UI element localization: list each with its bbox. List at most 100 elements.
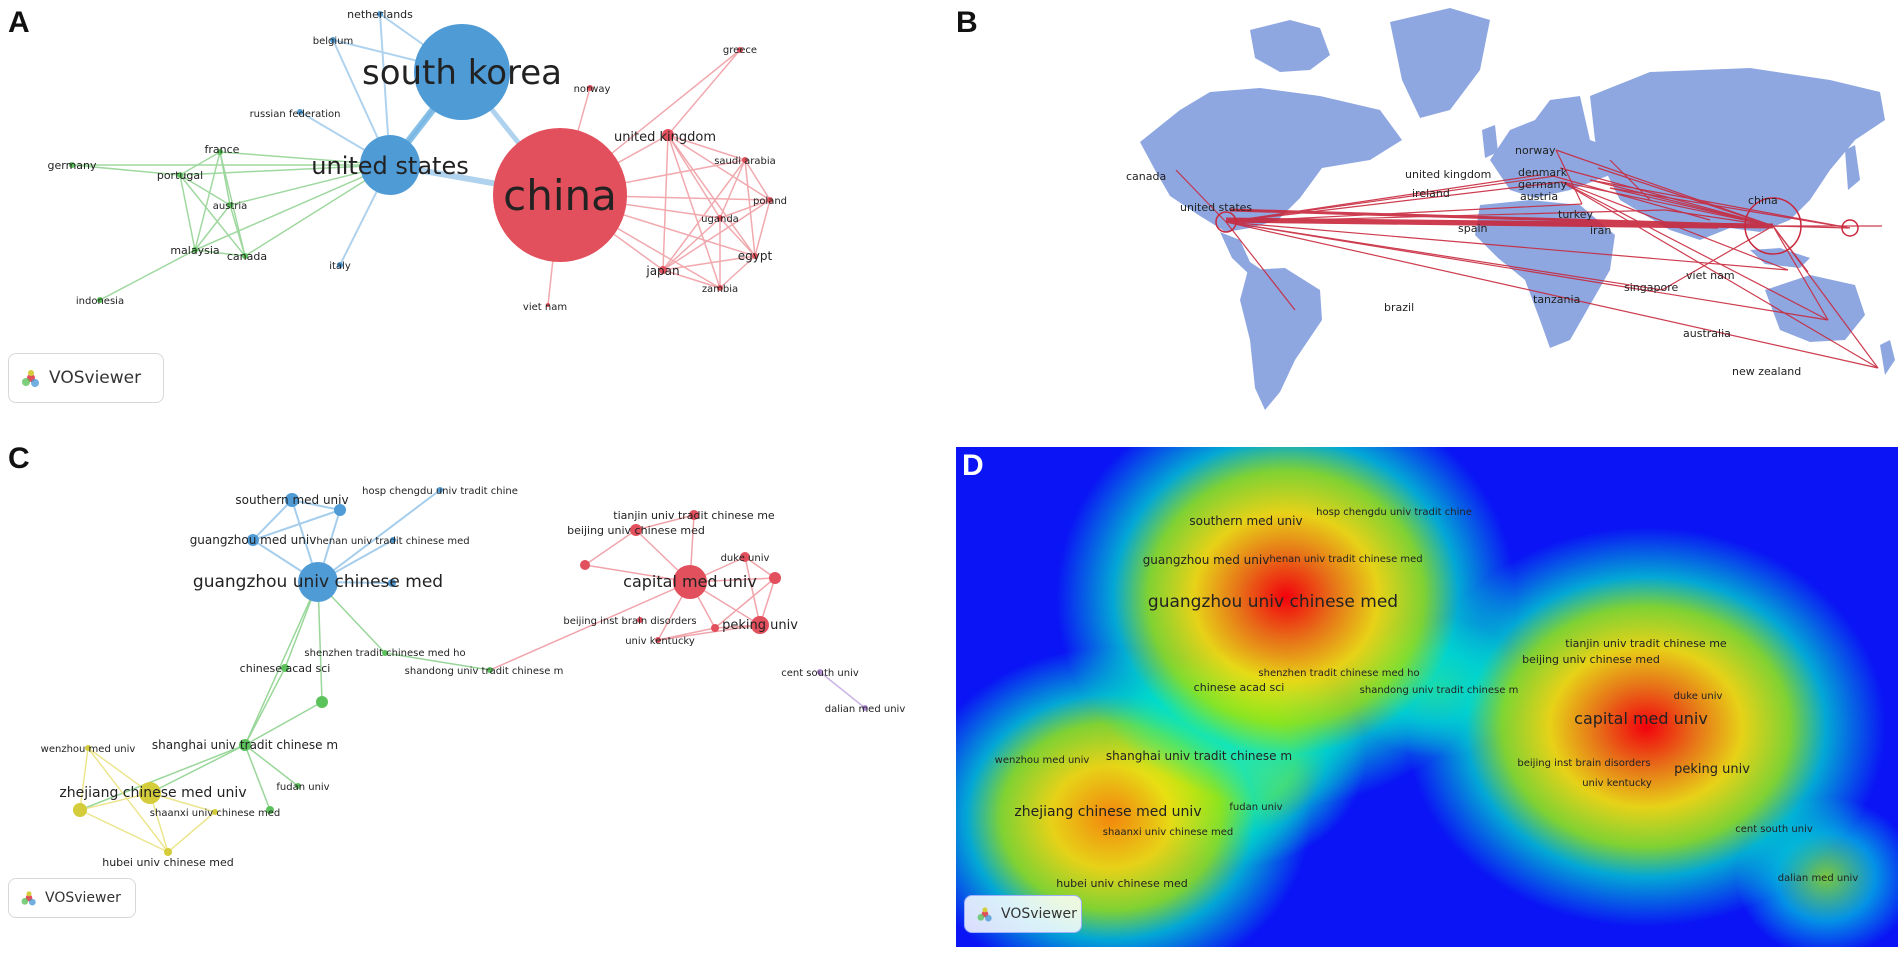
label-guangzhou-med-univ: guangzhou med univ	[190, 533, 317, 547]
vosviewer-logo-icon	[22, 370, 39, 387]
vosviewer-logo-icon	[21, 891, 36, 906]
label-greece: greece	[723, 45, 757, 56]
node-poland	[767, 197, 773, 203]
label-ireland: ireland	[1412, 187, 1450, 200]
label-zhejiang-chinese-med-univ: zhejiang chinese med univ	[59, 785, 246, 801]
node-united-kingdom	[662, 129, 674, 141]
panel-d-labels: southern med univ hosp chengdu univ trad…	[995, 507, 1859, 890]
label-shandong-univ: shandong univ tradit chinese m	[405, 666, 564, 677]
node-henan-univ	[390, 537, 396, 543]
label-peking-univ: peking univ	[1674, 762, 1750, 777]
label-denmark: denmark	[1518, 166, 1568, 179]
australia-shape	[1765, 275, 1865, 342]
label-beijing-univ-chinese-med: beijing univ chinese med	[1522, 653, 1660, 666]
node-uganda	[717, 215, 723, 221]
node-zhejiang-chinese-med-univ	[139, 782, 161, 804]
label-poland: poland	[753, 196, 787, 207]
label-malaysia: malaysia	[170, 244, 219, 257]
node-tianjin-univ	[689, 510, 699, 520]
node-saudi-arabia	[742, 157, 748, 163]
label-china: china	[1748, 194, 1778, 207]
label-australia: australia	[1683, 327, 1731, 340]
label-wenzhou-med-univ: wenzhou med univ	[995, 755, 1090, 766]
label-uganda: uganda	[701, 214, 739, 225]
label-wenzhou-med-univ: wenzhou med univ	[41, 744, 136, 755]
label-viet-nam: viet nam	[1686, 269, 1735, 282]
vosviewer-logo-icon	[977, 907, 992, 922]
node-belgium	[330, 37, 336, 43]
node-duke-secondary	[769, 572, 781, 584]
label-russian-federation: russian federation	[250, 109, 341, 120]
node-beijing-inst-brain	[637, 617, 643, 623]
label-spain: spain	[1458, 222, 1488, 235]
north-america-shape	[1140, 88, 1402, 232]
label-shenzhen-tradit: shenzhen tradit chinese med ho	[1258, 668, 1419, 679]
label-united-states: united states	[311, 152, 468, 180]
node-malaysia	[192, 247, 198, 253]
label-beijing-inst-brain: beijing inst brain disorders	[1517, 758, 1650, 769]
node-beijing-secondary	[580, 560, 590, 570]
node-cent-south-univ	[817, 669, 823, 675]
label-cent-south-univ: cent south univ	[781, 668, 859, 679]
vosviewer-label: VOSviewer	[1001, 906, 1077, 922]
label-beijing-inst-brain: beijing inst brain disorders	[563, 616, 696, 627]
greenland-shape	[1390, 8, 1490, 118]
label-chinese-acad-sci: chinese acad sci	[1194, 681, 1285, 694]
node-germany	[69, 162, 75, 168]
label-japan: japan	[645, 264, 679, 278]
node-canada	[242, 253, 248, 259]
node-shaanxi-univ	[212, 809, 218, 815]
node-chinese-acad-sci	[281, 664, 289, 672]
label-netherlands: netherlands	[347, 8, 413, 21]
panel-c-letter: C	[8, 442, 30, 475]
uk-shape	[1482, 125, 1498, 158]
node-greece	[737, 47, 743, 53]
label-beijing-univ-chinese-med: beijing univ chinese med	[567, 524, 705, 537]
label-tanzania: tanzania	[1533, 293, 1580, 306]
node-south-korea	[414, 24, 510, 120]
node-russian-federation	[297, 109, 303, 115]
label-germany: germany	[47, 159, 97, 172]
label-belgium: belgium	[313, 36, 353, 47]
label-shandong-univ: shandong univ tradit chinese m	[1360, 685, 1519, 696]
label-fudan-univ: fudan univ	[276, 782, 329, 793]
label-egypt: egypt	[738, 249, 773, 263]
node-egypt	[752, 253, 758, 259]
label-fudan-univ: fudan univ	[1229, 802, 1282, 813]
node-univ-kentucky	[655, 637, 661, 643]
label-zhejiang-chinese-med-univ: zhejiang chinese med univ	[1014, 804, 1201, 820]
panel-a-letter: A	[8, 6, 30, 39]
label-canada: canada	[227, 250, 267, 263]
label-tianjin-univ: tianjin univ tradit chinese me	[1565, 637, 1727, 650]
label-dalian-med-univ: dalian med univ	[1778, 873, 1859, 884]
label-hubei-univ: hubei univ chinese med	[1056, 877, 1188, 890]
label-guangzhou-med-univ: guangzhou med univ	[1143, 553, 1270, 567]
panel-b-letter: B	[956, 6, 978, 39]
label-south-korea: south korea	[362, 53, 562, 93]
node-viet-nam	[546, 303, 550, 307]
label-united-kingdom: united kingdom	[1405, 168, 1491, 181]
label-tianjin-univ: tianjin univ tradit chinese me	[613, 509, 775, 522]
label-southern-med-univ: southern med univ	[1189, 514, 1302, 528]
label-univ-kentucky: univ kentucky	[625, 636, 695, 647]
label-guangzhou-univ-chinese-med: guangzhou univ chinese med	[1148, 592, 1398, 612]
vosviewer-label: VOSviewer	[49, 368, 142, 388]
vosviewer-badge-d: VOSviewer	[964, 895, 1082, 933]
node-japan	[659, 266, 667, 274]
label-united-kingdom: united kingdom	[614, 130, 716, 145]
node-dalian-med-univ	[862, 705, 868, 711]
panel-a-network: china south korea united states netherla…	[47, 8, 787, 313]
central-america-shape	[1220, 232, 1262, 275]
us-node-ring	[1215, 211, 1237, 233]
label-univ-kentucky: univ kentucky	[1582, 778, 1652, 789]
node-beijing-univ-chinese-med	[630, 524, 642, 536]
label-portugal: portugal	[157, 169, 203, 182]
label-cent-south-univ: cent south univ	[1735, 824, 1813, 835]
world-map: canada united states united kingdom irel…	[1126, 8, 1895, 410]
node-guangzhou-med-univ	[247, 534, 259, 546]
label-zambia: zambia	[702, 284, 738, 295]
korea-node-ring	[1841, 219, 1859, 237]
label-shaanxi-univ: shaanxi univ chinese med	[150, 808, 280, 819]
japan-shape	[1845, 145, 1860, 190]
label-france: france	[205, 143, 240, 156]
